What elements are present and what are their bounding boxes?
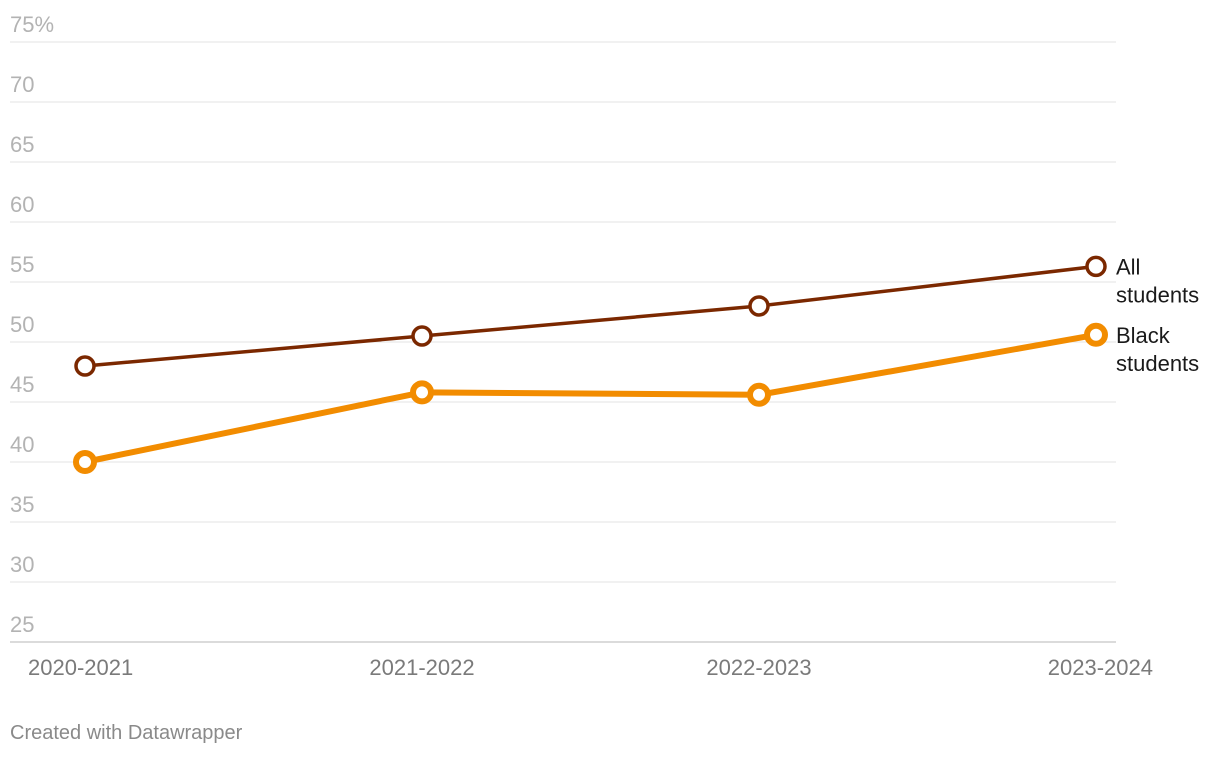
series-label: All students [1116,254,1199,307]
x-axis-ticks: 2020-2021 2021-2022 2022-2023 2023-2024 [28,655,1153,680]
y-axis-ticks: 75% 70 65 60 55 50 45 40 35 30 25 [10,12,54,637]
credit-text: Created with Datawrapper [10,722,243,744]
y-tick-label: 75% [10,12,54,37]
y-tick-label: 50 [10,312,34,337]
data-point [1085,255,1107,278]
data-point [411,325,433,347]
x-tick-label: 2023-2024 [1048,655,1153,680]
y-tick-label: 25 [10,612,34,637]
data-point [748,295,770,317]
series-label: Black students [1116,323,1199,376]
y-tick-label: 70 [10,72,34,97]
y-tick-label: 65 [10,132,34,157]
data-point [747,382,771,407]
series-line [83,264,1098,368]
data-point [410,380,434,405]
y-tick-label: 60 [10,192,34,217]
x-tick-label: 2020-2021 [28,655,133,680]
data-point [74,355,96,377]
x-tick-label: 2021-2022 [369,655,474,680]
data-point [73,450,97,474]
series-labels: All students Black students [1116,254,1199,375]
y-tick-label: 45 [10,372,34,397]
series-lines [73,255,1108,474]
y-tick-label: 55 [10,252,34,277]
y-tick-label: 40 [10,432,34,457]
x-tick-label: 2022-2023 [706,655,811,680]
y-tick-label: 35 [10,492,34,517]
series-line [82,331,1099,465]
y-tick-label: 30 [10,552,34,577]
gridlines [10,41,1116,643]
data-point [1084,322,1108,347]
line-chart: 75% 70 65 60 55 50 45 40 35 30 25 2020-2021 2021-20… [10,12,1199,680]
